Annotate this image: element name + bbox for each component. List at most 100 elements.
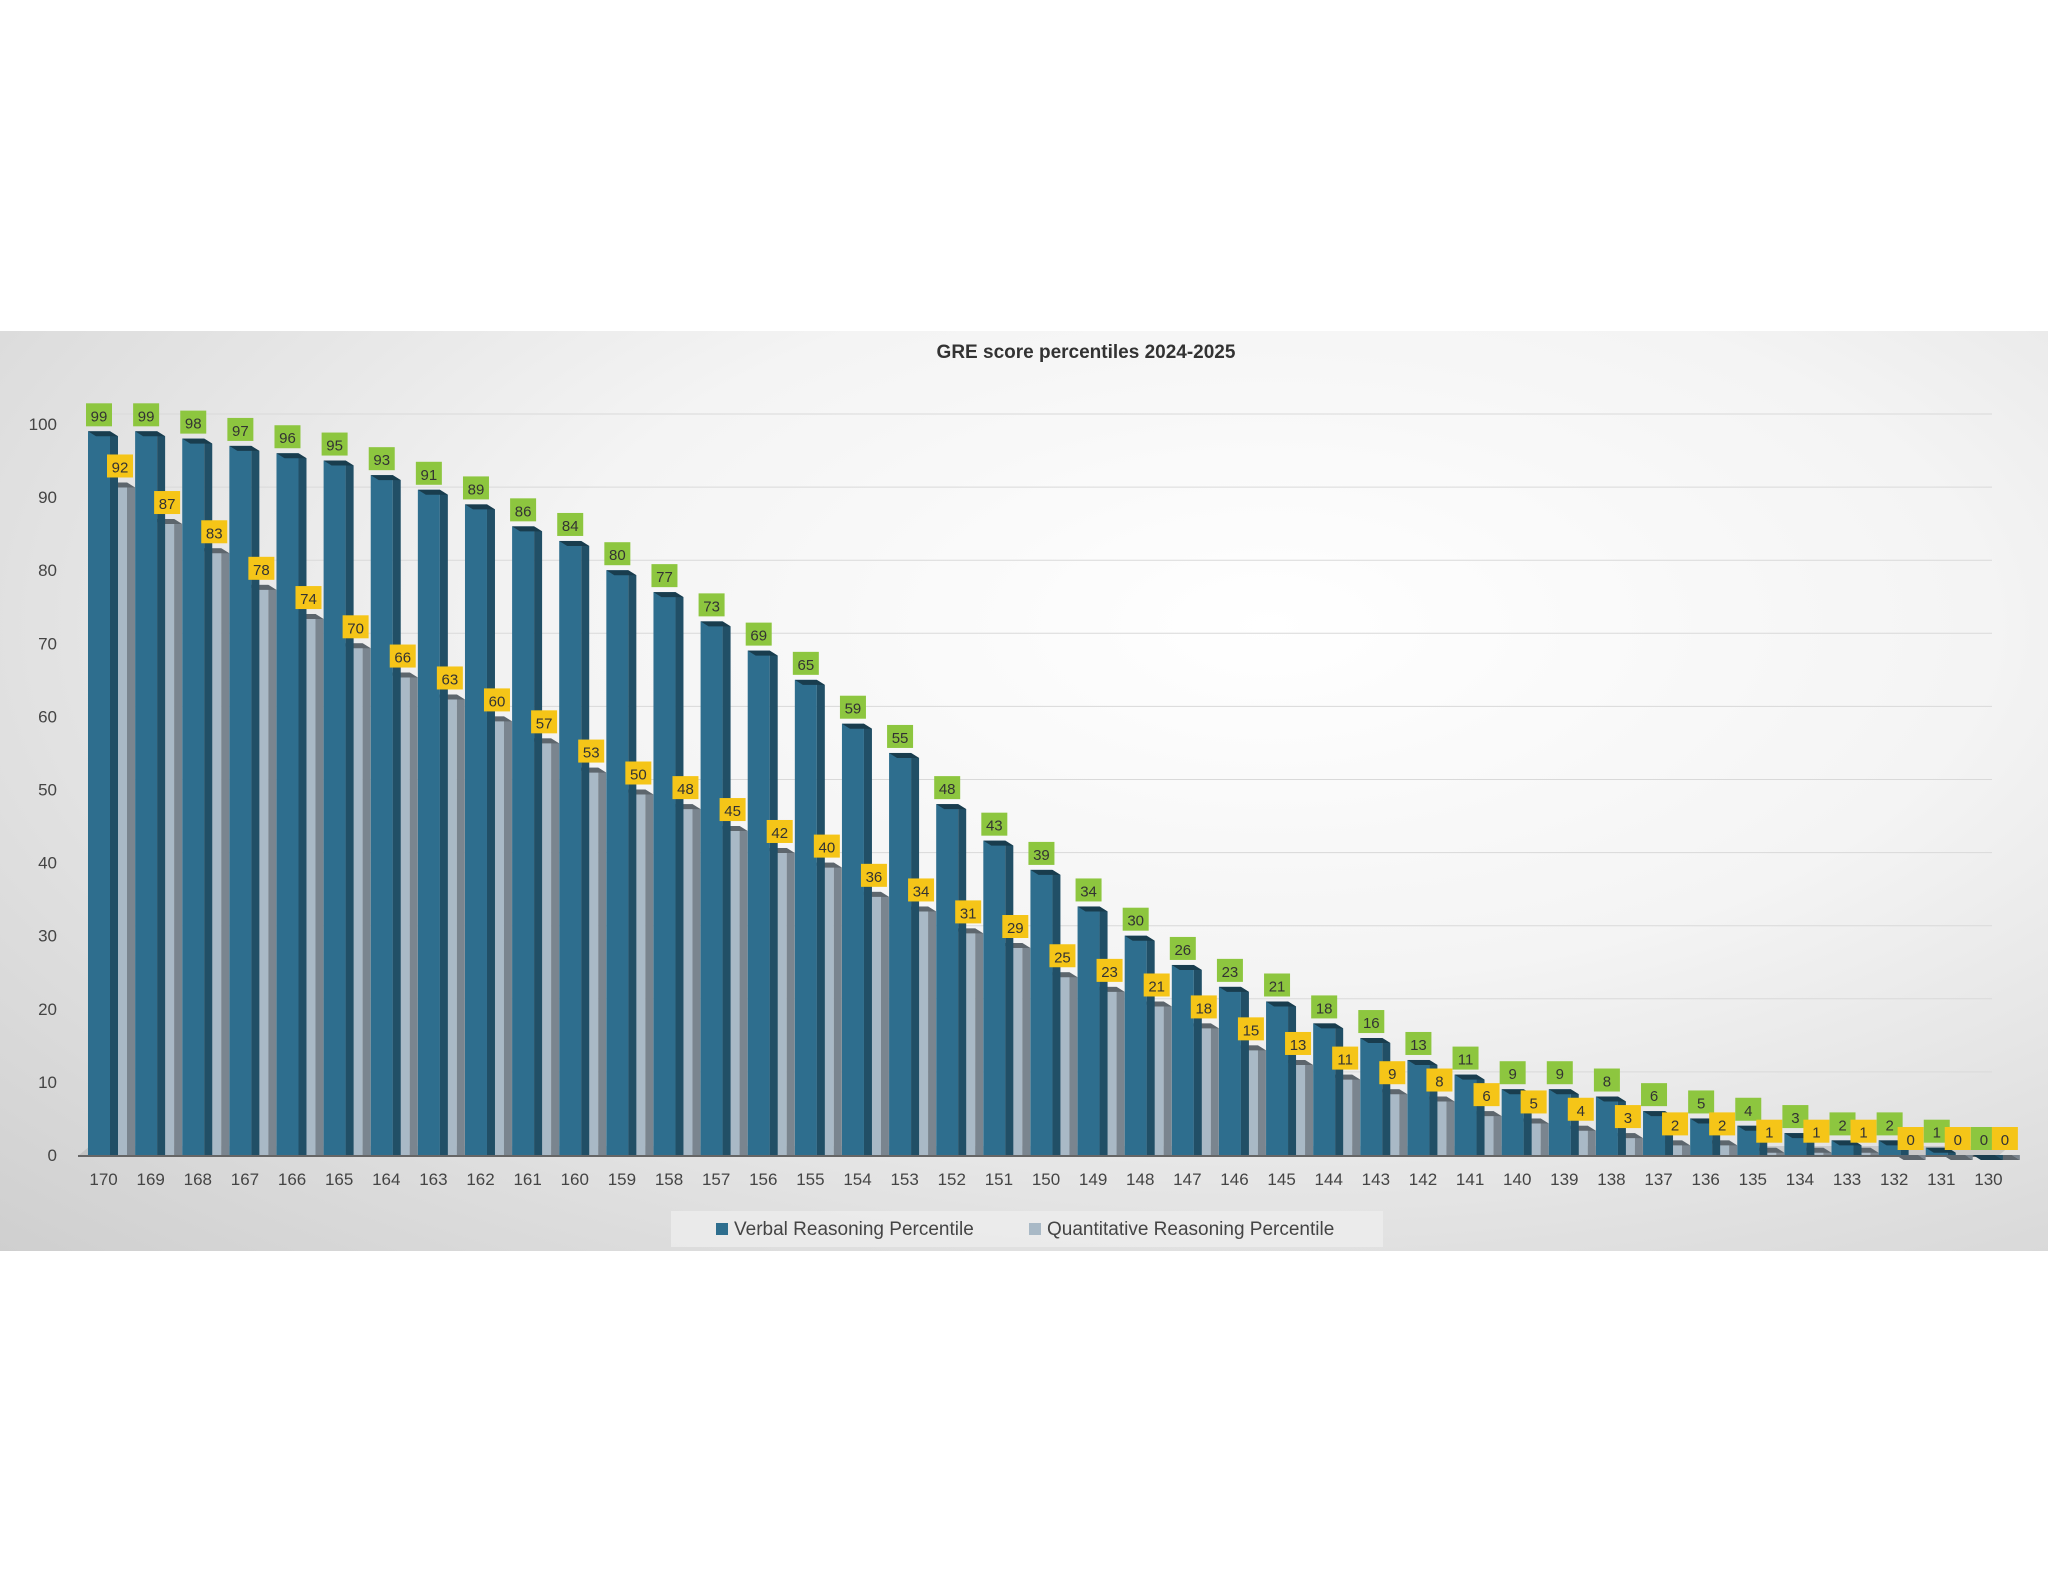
- bar-verbal-front: [559, 540, 582, 1155]
- bar-verbal: [323, 460, 354, 1155]
- bar-verbal-top: [936, 804, 967, 810]
- bar-verbal: [276, 453, 307, 1155]
- data-label-verbal: 1: [1923, 1119, 1950, 1143]
- data-label-verbal: 39: [1028, 841, 1055, 865]
- bar-verbal-front: [1124, 935, 1147, 1155]
- bar-verbal-top: [370, 475, 401, 481]
- x-tick-label: 155: [796, 1170, 824, 1189]
- bar-verbal-front: [1266, 1001, 1289, 1155]
- x-tick-label: 160: [561, 1170, 589, 1189]
- bar-verbal: [1360, 1038, 1391, 1155]
- data-label-quantitative-box: [248, 556, 275, 580]
- bar-verbal-top: [1972, 1155, 2003, 1160]
- data-label-verbal: 30: [1122, 907, 1149, 931]
- bar-verbal: [983, 840, 1014, 1155]
- bar-quantitative-side: [786, 847, 795, 1155]
- data-label-quantitative-text: 70: [347, 620, 364, 637]
- data-label-verbal: 16: [1358, 1010, 1385, 1034]
- data-label-quantitative-text: 57: [536, 715, 553, 732]
- bar-verbal: [1218, 986, 1249, 1155]
- data-label-verbal-box: [1782, 1105, 1809, 1129]
- bar-verbal-front: [747, 650, 770, 1155]
- data-label-verbal-box: [1593, 1068, 1620, 1092]
- bar-verbal-top: [229, 445, 260, 451]
- data-label-verbal-box: [274, 425, 301, 449]
- y-tick-label: 70: [38, 634, 57, 653]
- data-label-verbal: 84: [557, 512, 584, 536]
- data-label-quantitative-box: [625, 761, 652, 785]
- bar-verbal-top: [1171, 964, 1202, 970]
- data-label-quantitative-text: 87: [159, 496, 176, 513]
- bar-verbal-front: [135, 431, 158, 1155]
- data-label-verbal: 5: [1688, 1090, 1715, 1114]
- data-label-verbal: 77: [651, 564, 678, 588]
- data-label-verbal-text: 98: [185, 416, 202, 433]
- bar-quantitative-side: [645, 789, 654, 1155]
- bar-verbal-side: [298, 453, 307, 1155]
- bar-verbal-side: [1099, 906, 1108, 1155]
- y-tick-label: 90: [38, 488, 57, 507]
- bar-verbal-side: [769, 650, 778, 1155]
- x-tick-label: 146: [1220, 1170, 1248, 1189]
- bar-verbal-top: [1595, 1096, 1626, 1102]
- bar-verbal-front: [1171, 964, 1194, 1155]
- bar-quantitative-side: [1352, 1074, 1361, 1155]
- data-label-quantitative-box: [1520, 1090, 1547, 1114]
- bar-verbal-side: [628, 570, 637, 1155]
- data-label-verbal: 91: [415, 461, 442, 485]
- data-label-verbal: 86: [510, 498, 537, 522]
- bar-verbal-side: [675, 592, 684, 1155]
- bar-verbal-side: [1146, 935, 1155, 1155]
- data-label-quantitative-text: 2: [1671, 1117, 1679, 1134]
- bar-quantitative-side: [315, 614, 324, 1155]
- bar-verbal-front: [1643, 1111, 1666, 1155]
- bar-verbal-side: [911, 752, 920, 1155]
- x-tick-label: 130: [1974, 1170, 2002, 1189]
- data-label-verbal: 98: [180, 410, 207, 434]
- data-label-verbal: 21: [1264, 973, 1291, 997]
- data-label-verbal-text: 2: [1838, 1117, 1846, 1134]
- bar-verbal-front: [417, 489, 440, 1155]
- y-tick-label: 20: [38, 1000, 57, 1019]
- bar-verbal-front: [88, 431, 110, 1155]
- bar-verbal-front: [1548, 1089, 1571, 1155]
- data-label-quantitative: 6: [1473, 1083, 1500, 1107]
- data-label-quantitative-box: [1096, 958, 1123, 982]
- bar-verbal-top: [747, 650, 778, 656]
- x-tick-label: 152: [938, 1170, 966, 1189]
- bar-verbal-side: [345, 460, 354, 1155]
- data-label-verbal-box: [321, 432, 348, 456]
- bar-verbal-front: [606, 570, 629, 1155]
- data-label-quantitative-box: [1049, 944, 1076, 968]
- data-label-verbal: 65: [792, 651, 819, 675]
- bar-verbal: [512, 526, 543, 1155]
- x-tick-label: 164: [372, 1170, 400, 1189]
- bar-verbal-top: [559, 540, 590, 546]
- bar-verbal: [606, 570, 637, 1155]
- data-label-quantitative-box: [719, 798, 746, 822]
- legend-swatch-verbal: [716, 1223, 728, 1235]
- bar-quantitative-side: [692, 804, 701, 1155]
- data-label-quantitative: 70: [342, 615, 369, 639]
- data-label-verbal-text: 26: [1174, 942, 1191, 959]
- legend-label-verbal: Verbal Reasoning Percentile: [734, 1219, 974, 1240]
- data-label-verbal-text: 89: [468, 481, 485, 498]
- data-label-verbal: 0: [1970, 1127, 1997, 1150]
- data-label-quantitative-text: 74: [300, 591, 317, 608]
- data-label-quantitative-box: [955, 900, 982, 924]
- x-tick-label: 166: [278, 1170, 306, 1189]
- data-label-verbal-text: 39: [1033, 847, 1050, 864]
- x-axis: 170 169 168 167 166 165 164 163 162 161 160 159 158 1…: [89, 1170, 2002, 1189]
- data-label-verbal: 95: [321, 432, 348, 456]
- bar-quantitative-side: [409, 672, 418, 1155]
- data-label-quantitative-box: [1850, 1119, 1877, 1143]
- data-label-verbal: 8: [1593, 1068, 1620, 1092]
- data-label-quantitative-box: [1567, 1097, 1594, 1121]
- data-label-verbal-text: 99: [91, 408, 108, 425]
- bar-verbal-side: [1288, 1001, 1297, 1155]
- bar-verbal: [559, 540, 590, 1155]
- data-label-verbal-box: [1970, 1127, 1997, 1150]
- data-label-verbal: 3: [1782, 1105, 1809, 1129]
- data-label-verbal-box: [1075, 878, 1102, 902]
- bar-verbal-side: [110, 431, 118, 1155]
